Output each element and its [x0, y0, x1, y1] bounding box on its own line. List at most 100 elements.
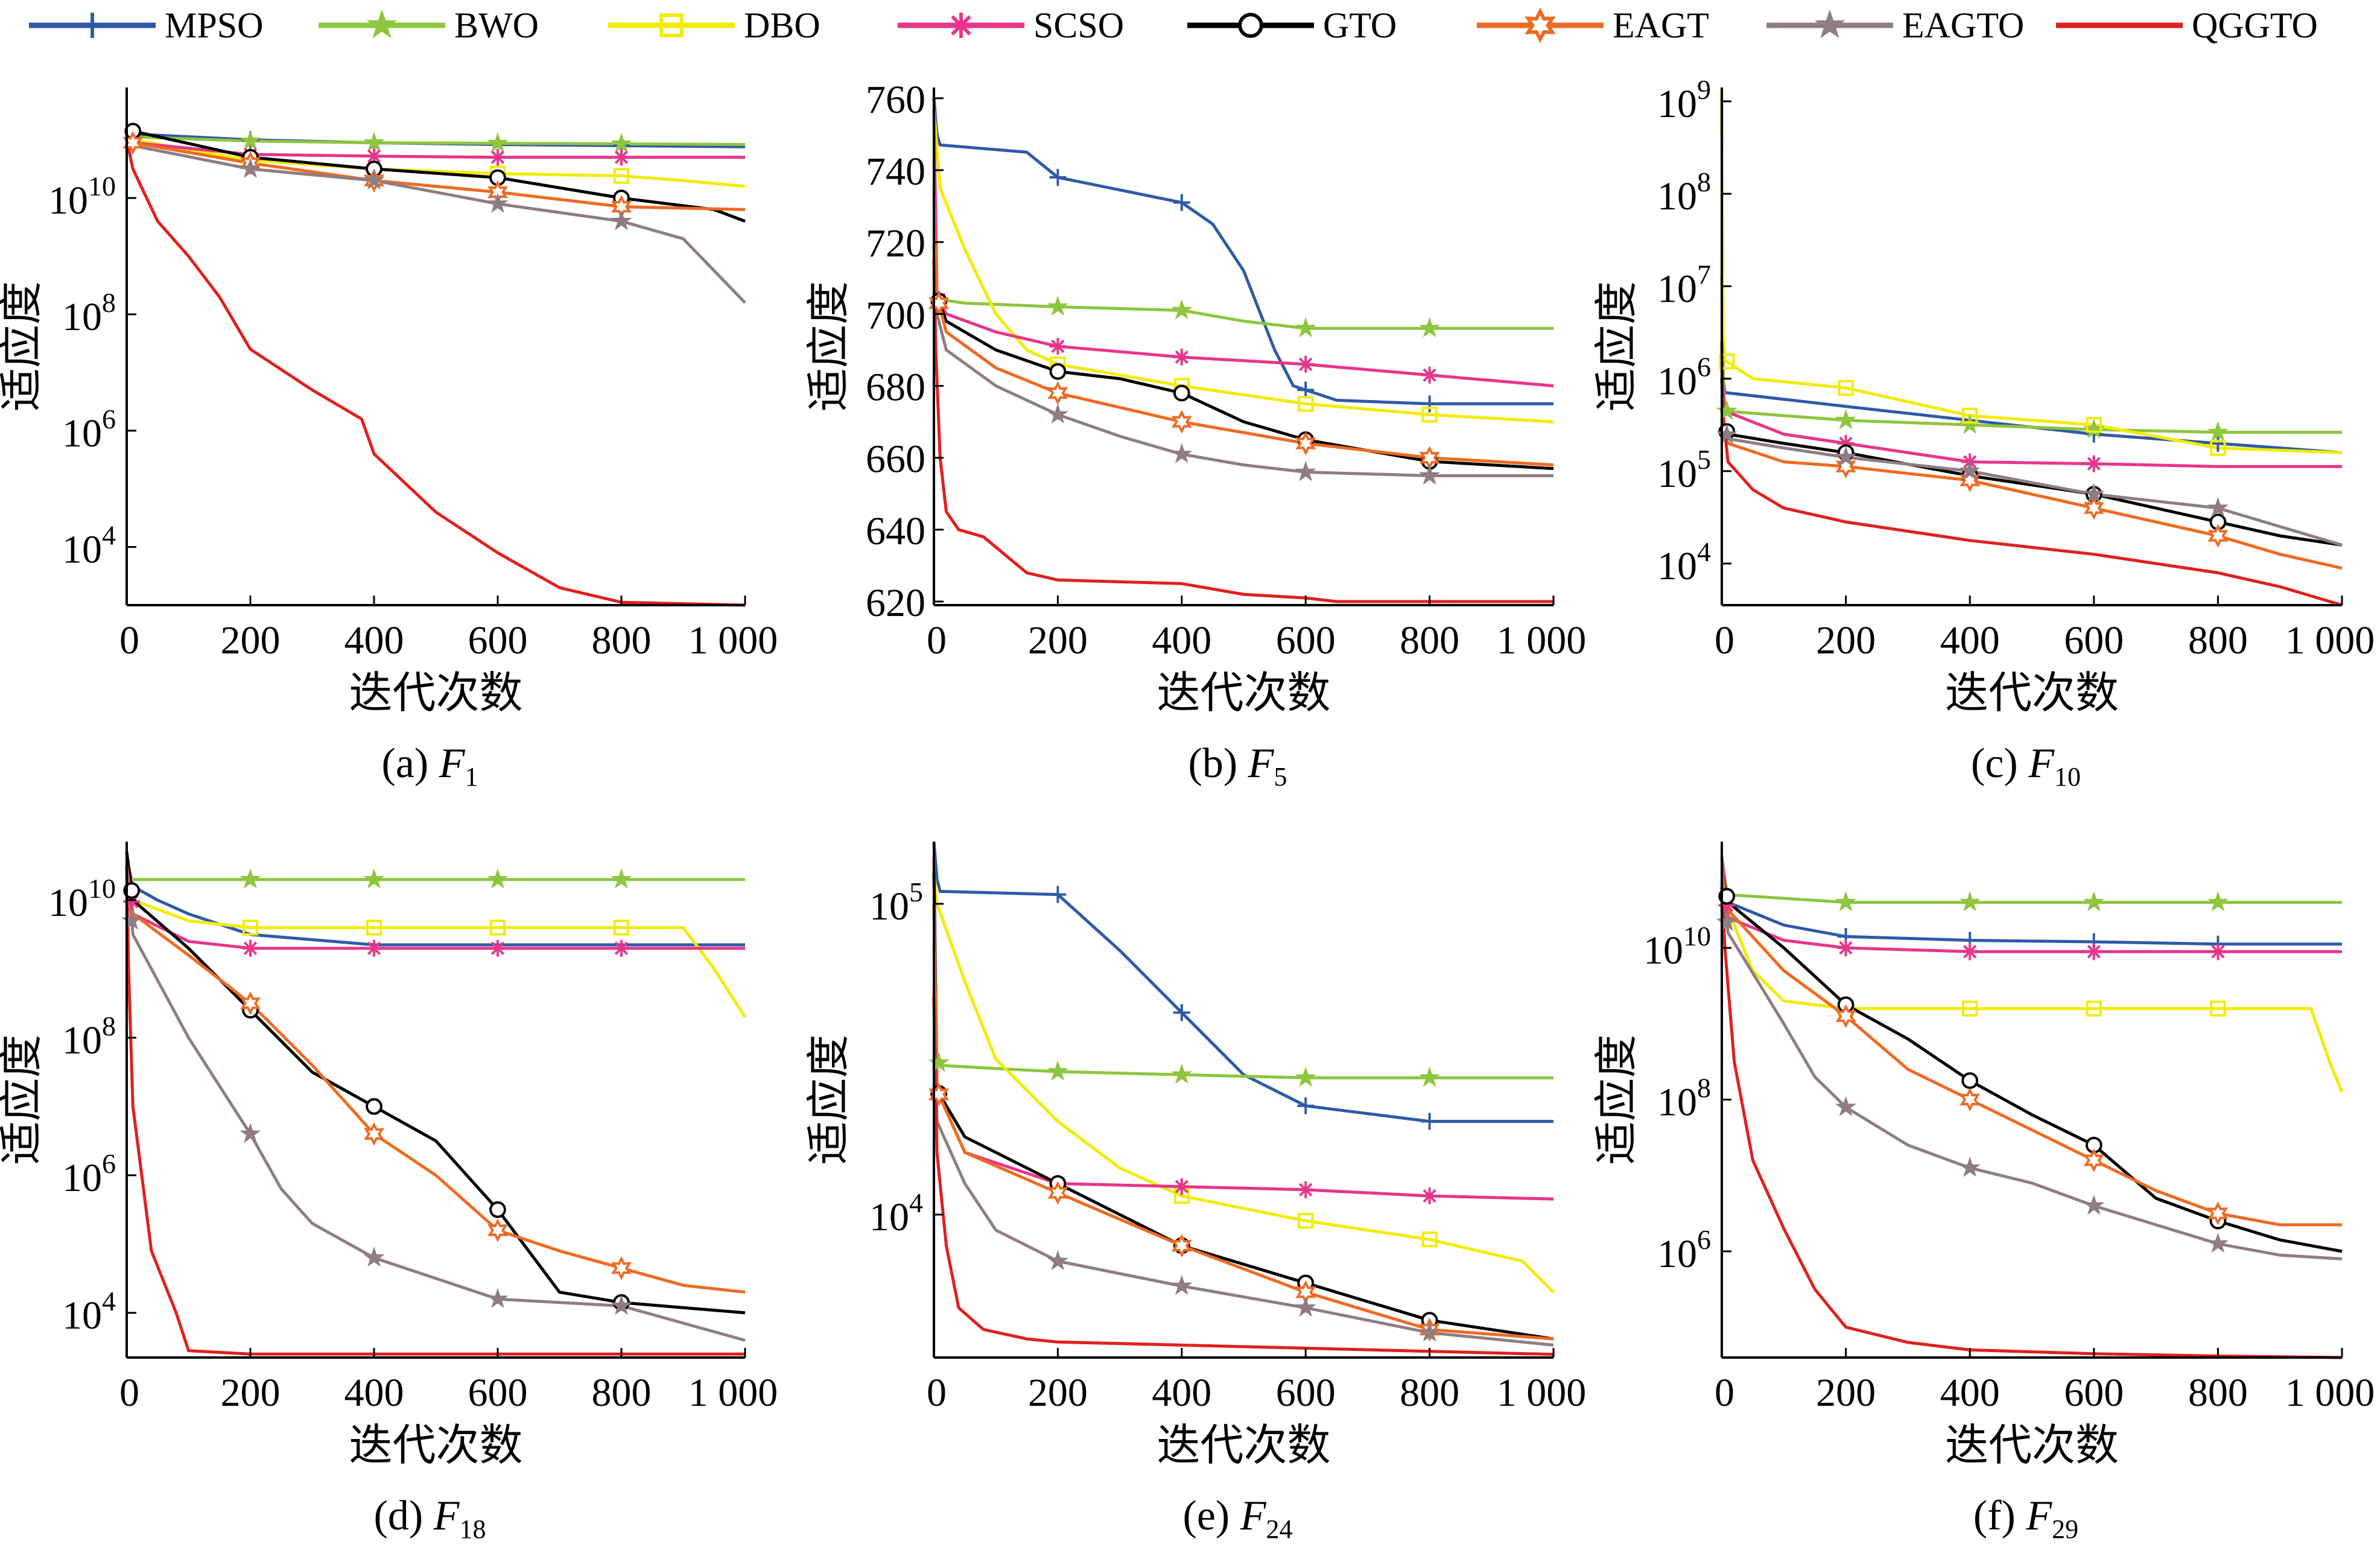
x-tick-label: 1 000 — [1497, 1371, 1587, 1415]
series-line-qggto — [1720, 341, 2343, 607]
marker-eagto — [121, 909, 142, 930]
y-axis-title: 适应度 — [1591, 1034, 1642, 1164]
marker-scso — [366, 939, 382, 957]
marker-eagt — [240, 991, 261, 1015]
x-axis-title: 迭代次数 — [1157, 667, 1330, 718]
chart-panel-3: 0 200 400 600 800 1 000 104 105 106 107 108 109 迭代次数… — [1591, 74, 2375, 792]
legend-item-bwo: BWO — [319, 5, 539, 45]
marker-eagto — [1047, 403, 1068, 424]
x-tick-label: 600 — [468, 618, 528, 662]
x-axis-title: 迭代次数 — [1945, 1420, 2119, 1470]
marker-eagt — [928, 291, 950, 316]
marker-eagt — [2083, 496, 2104, 520]
x-tick-label: 200 — [1816, 618, 1876, 662]
legend-marker — [366, 9, 398, 39]
marker-scso — [2085, 455, 2102, 472]
marker-dbo — [1962, 1000, 1978, 1017]
series-line-mpso — [932, 841, 1553, 1123]
marker-scso — [1173, 1178, 1190, 1195]
marker-dbo — [1298, 396, 1314, 412]
y-tick-label: 108 — [62, 1011, 116, 1062]
series-line-mpso — [125, 858, 745, 947]
marker-dbo — [1838, 380, 1854, 396]
series-line-dbo — [1720, 92, 2343, 454]
y-tick-label: 104 — [62, 520, 116, 572]
y-tick-label: 720 — [866, 221, 925, 265]
series-line-dbo — [932, 109, 1554, 424]
marker-eagto — [611, 1295, 632, 1315]
marker-dbo — [2086, 1000, 2102, 1017]
marker-eagto — [2083, 483, 2105, 504]
x-tick-label: 200 — [1028, 618, 1088, 662]
marker-dbo — [1298, 1213, 1314, 1229]
legend-label: DBO — [744, 5, 820, 45]
series-line-gto — [125, 851, 746, 1315]
series-line-bwo — [125, 132, 746, 146]
y-tick-label: 108 — [1657, 1073, 1711, 1125]
legend-label: EAGT — [1613, 5, 1709, 45]
marker-scso — [1297, 355, 1315, 373]
marker-scso — [489, 939, 506, 957]
y-tick-label: 620 — [866, 581, 925, 625]
marker-eagt — [1960, 1087, 1981, 1112]
y-tick-label: 108 — [62, 287, 116, 339]
marker-eagto — [1716, 424, 1737, 444]
x-axis-title: 迭代次数 — [349, 1420, 522, 1470]
x-tick-label: 400 — [1152, 618, 1211, 662]
x-tick-label: 800 — [2188, 618, 2248, 662]
marker-dbo — [2210, 1000, 2226, 1017]
y-tick-label: 106 — [1657, 1224, 1711, 1276]
y-axis-title: 适应度 — [803, 1034, 854, 1164]
x-axis-title: 迭代次数 — [1157, 1420, 1330, 1470]
marker-gto — [123, 882, 141, 899]
y-tick-label: 1010 — [48, 873, 116, 925]
legend-marker — [1238, 13, 1263, 38]
series-line-qggto — [1720, 887, 2343, 1359]
marker-mpso — [1297, 381, 1315, 399]
marker-bwo — [1295, 317, 1316, 338]
series-line-eagt — [932, 195, 1554, 467]
marker-mpso — [1173, 1004, 1190, 1021]
y-axis-title: 适应度 — [0, 281, 46, 411]
x-tick-label: 800 — [592, 1371, 652, 1415]
marker-bwo — [487, 132, 509, 153]
marker-eagto — [487, 1288, 509, 1308]
series-line-mpso — [1720, 92, 2343, 454]
legend-item-dbo: DBO — [608, 5, 820, 45]
marker-group — [928, 886, 1441, 1342]
series-line-bwo — [932, 1012, 1553, 1079]
marker-scso — [242, 939, 259, 957]
panel-caption: (c) F10 — [1971, 740, 2081, 792]
legend-marker — [948, 13, 974, 38]
series-line-scso — [125, 851, 745, 950]
marker-scso — [2209, 943, 2227, 961]
marker-eagt — [364, 1122, 384, 1146]
series-line-mpso — [932, 98, 1553, 405]
marker-eagt — [1295, 431, 1316, 456]
marker-bwo — [1419, 317, 1441, 338]
marker-eagto — [611, 210, 632, 230]
marker-scso — [1421, 1187, 1438, 1205]
y-tick-label: 700 — [866, 293, 925, 337]
marker-bwo — [928, 1052, 950, 1072]
marker-bwo — [1835, 409, 1857, 430]
marker-scso — [1961, 943, 1979, 961]
y-tick-label: 1010 — [48, 171, 116, 223]
marker-scso — [123, 893, 141, 910]
panel-caption: (e) F24 — [1183, 1493, 1293, 1544]
marker-mpso — [1049, 886, 1067, 903]
marker-bwo — [1047, 1060, 1068, 1081]
marker-bwo — [240, 868, 261, 889]
x-tick-label: 1 000 — [688, 618, 778, 662]
series-group — [1720, 856, 2344, 1359]
marker-scso — [2085, 943, 2102, 961]
marker-mpso — [1297, 1097, 1315, 1114]
legend-label: EAGTO — [1902, 5, 2024, 45]
panel-caption: (b) F5 — [1188, 740, 1287, 792]
x-tick-label: 400 — [1940, 618, 2000, 662]
series-line-gto — [932, 246, 1554, 471]
marker-eagto — [487, 192, 509, 213]
marker-bwo — [1959, 891, 1981, 912]
x-tick-label: 400 — [344, 618, 404, 662]
legend-label: QGGTO — [2192, 5, 2318, 45]
